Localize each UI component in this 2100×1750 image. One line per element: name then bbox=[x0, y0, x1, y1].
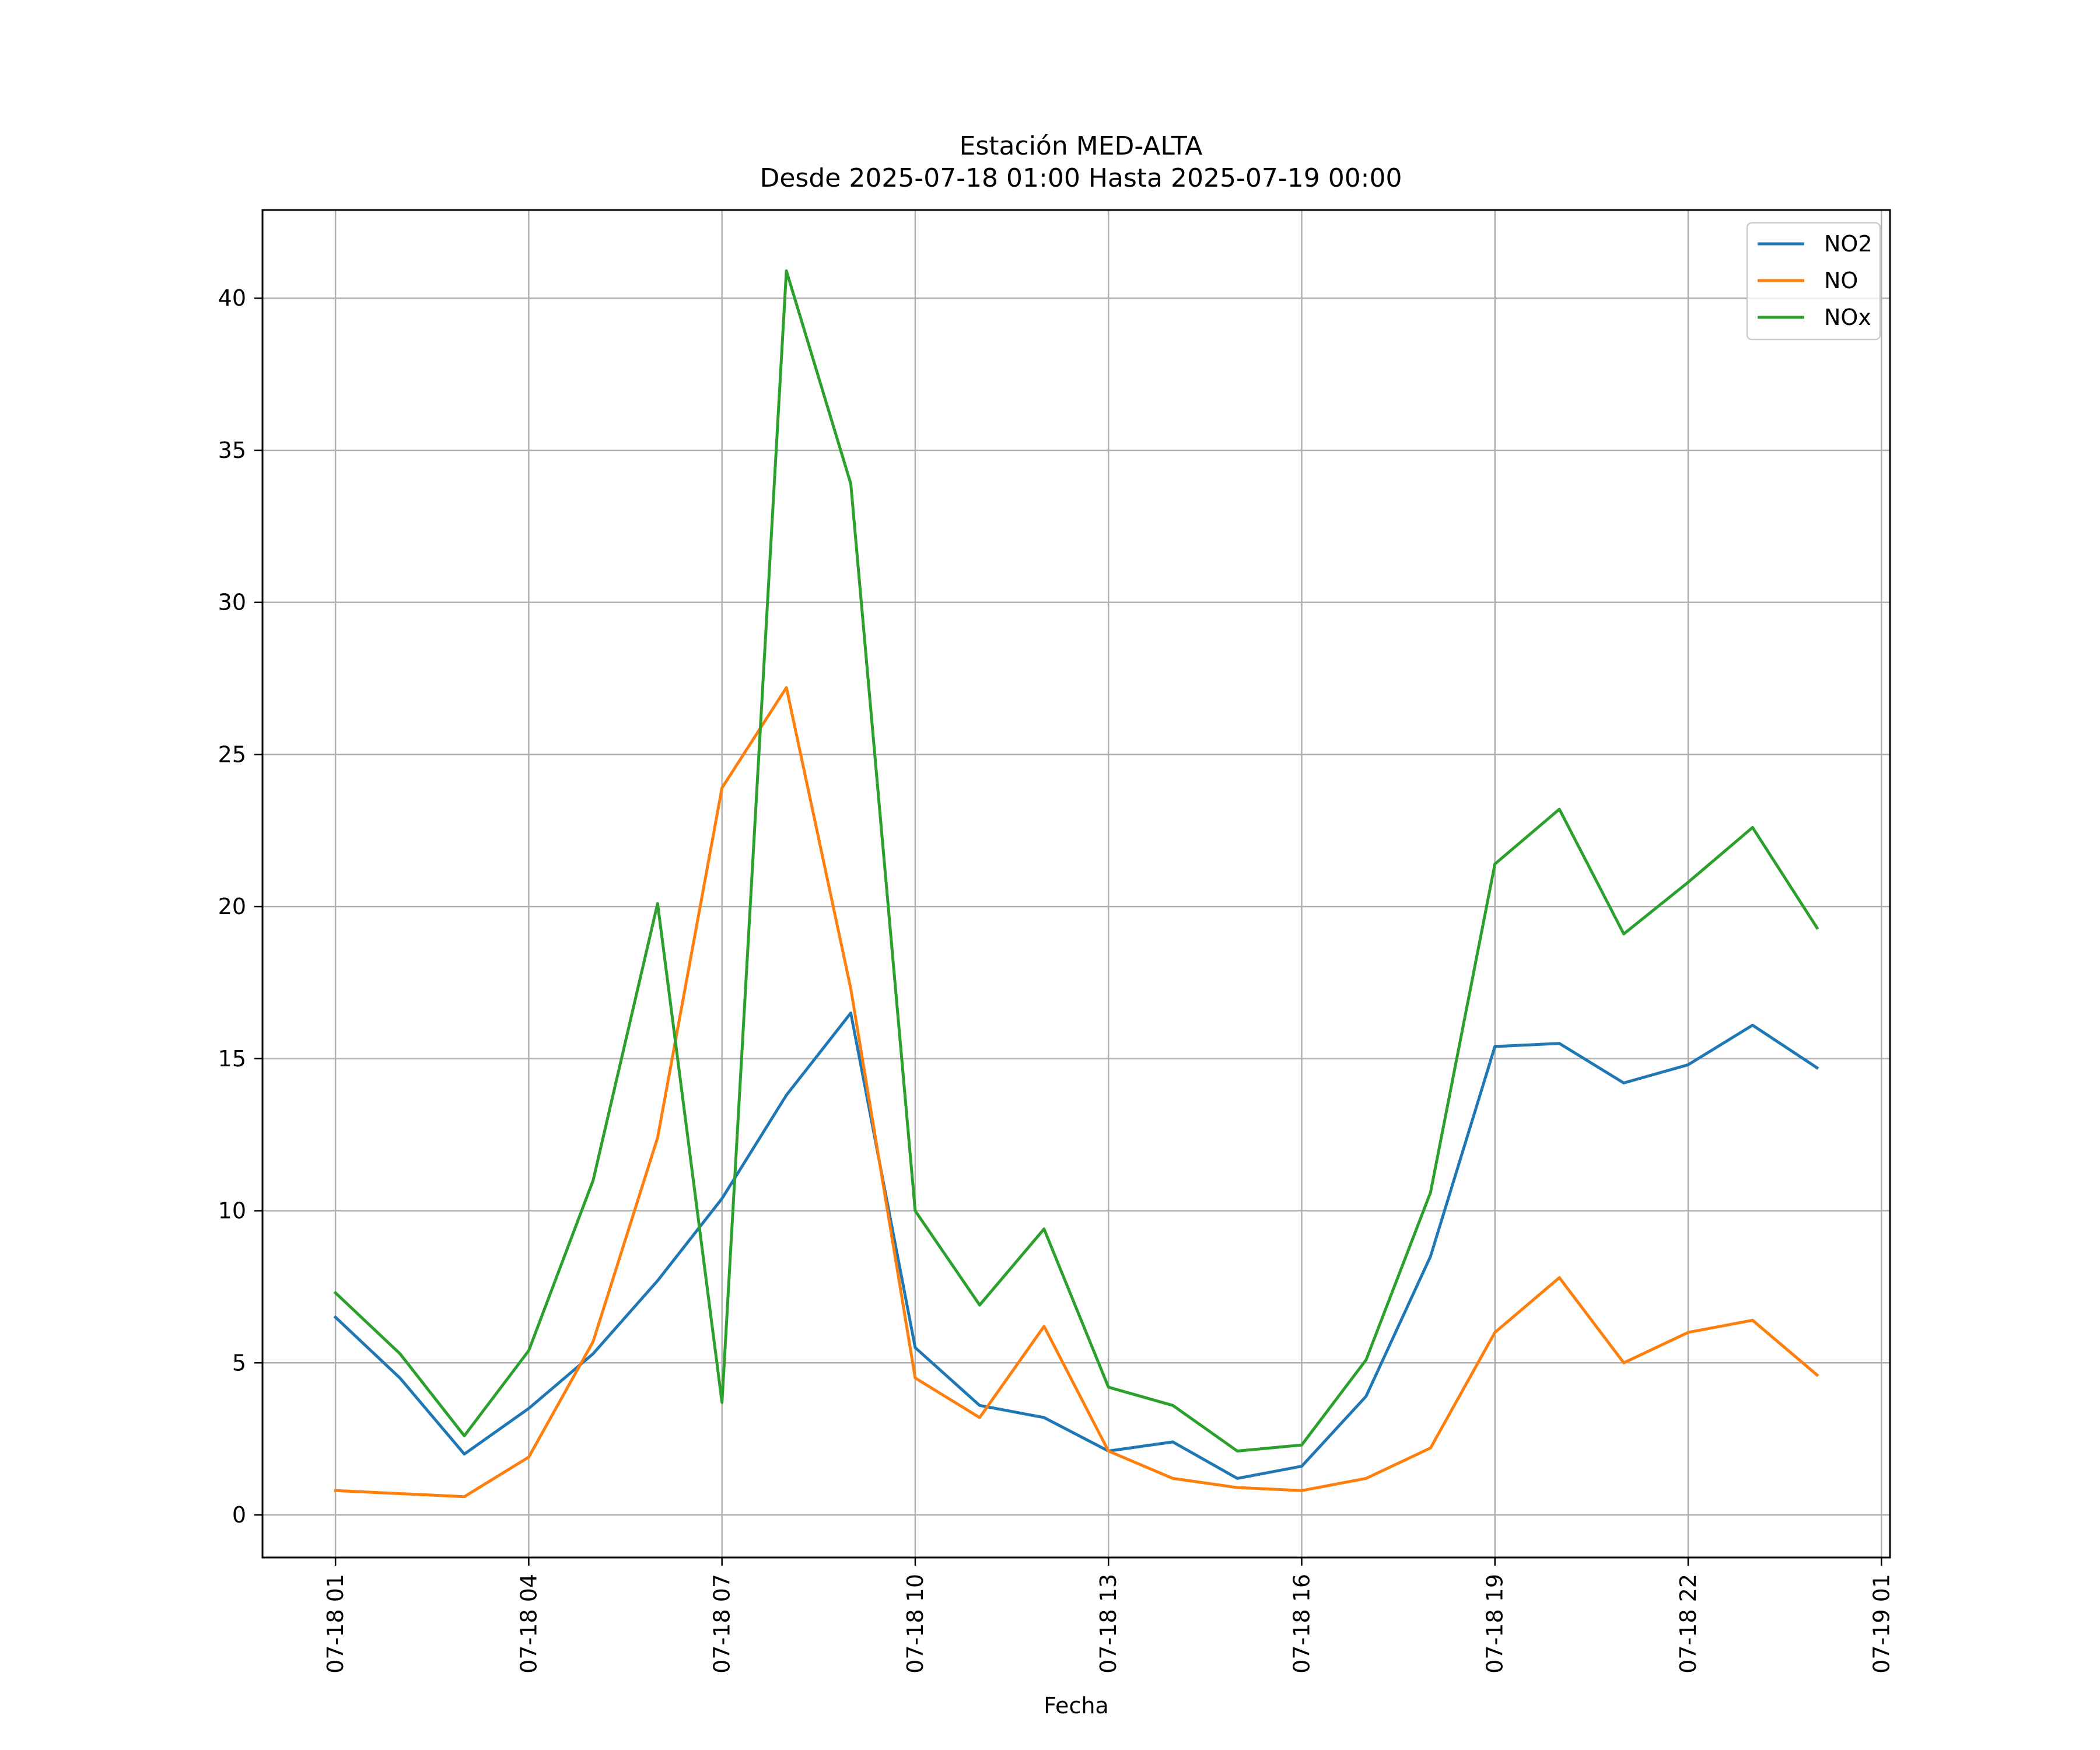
y-tick-label: 15 bbox=[218, 1046, 246, 1072]
y-tick-label: 5 bbox=[232, 1350, 246, 1376]
x-axis: 07-18 01 07-18 04 07-18 07 07-18 10 07-18 13… bbox=[323, 1558, 1894, 1674]
legend-box bbox=[1746, 222, 1881, 341]
y-tick-label: 10 bbox=[218, 1198, 246, 1224]
y-tick-label: 30 bbox=[218, 590, 246, 615]
legend-label: NO bbox=[1824, 268, 1858, 293]
x-tick-label: 07-19 01 bbox=[1868, 1574, 1894, 1674]
x-tick-label: 07-18 22 bbox=[1675, 1574, 1701, 1674]
x-tick-label: 07-18 16 bbox=[1289, 1574, 1314, 1674]
y-tick-label: 40 bbox=[218, 285, 246, 311]
x-tick-label: 07-18 07 bbox=[709, 1574, 735, 1674]
chart-subtitle: Desde 2025-07-18 01:00 Hasta 2025-07-19 … bbox=[760, 163, 1402, 193]
x-axis-label: Fecha bbox=[1044, 1693, 1108, 1718]
series-line-nox bbox=[333, 269, 1819, 1452]
x-tick-label: 07-18 13 bbox=[1096, 1574, 1121, 1674]
series-line-no bbox=[334, 686, 1819, 1499]
legend: NO2 NO NOx bbox=[1746, 222, 1881, 341]
x-tick-label: 07-18 01 bbox=[323, 1574, 348, 1674]
x-tick-label: 07-18 10 bbox=[902, 1574, 928, 1674]
y-tick-label: 20 bbox=[218, 894, 246, 919]
chart-title: Estación MED-ALTA bbox=[960, 131, 1203, 161]
grid bbox=[262, 210, 1890, 1558]
y-tick-label: 0 bbox=[232, 1502, 246, 1528]
series-layer bbox=[333, 269, 1819, 1499]
plot-area-frame bbox=[261, 209, 1891, 1559]
y-axis: 0 5 10 15 20 25 30 35 40 bbox=[218, 285, 262, 1528]
x-tick-label: 07-18 04 bbox=[516, 1574, 541, 1674]
legend-label: NOx bbox=[1824, 304, 1871, 330]
x-tick-label: 07-18 19 bbox=[1482, 1574, 1508, 1674]
legend-label: NO2 bbox=[1824, 231, 1873, 257]
y-tick-label: 35 bbox=[218, 438, 246, 463]
y-tick-label: 25 bbox=[218, 741, 246, 767]
